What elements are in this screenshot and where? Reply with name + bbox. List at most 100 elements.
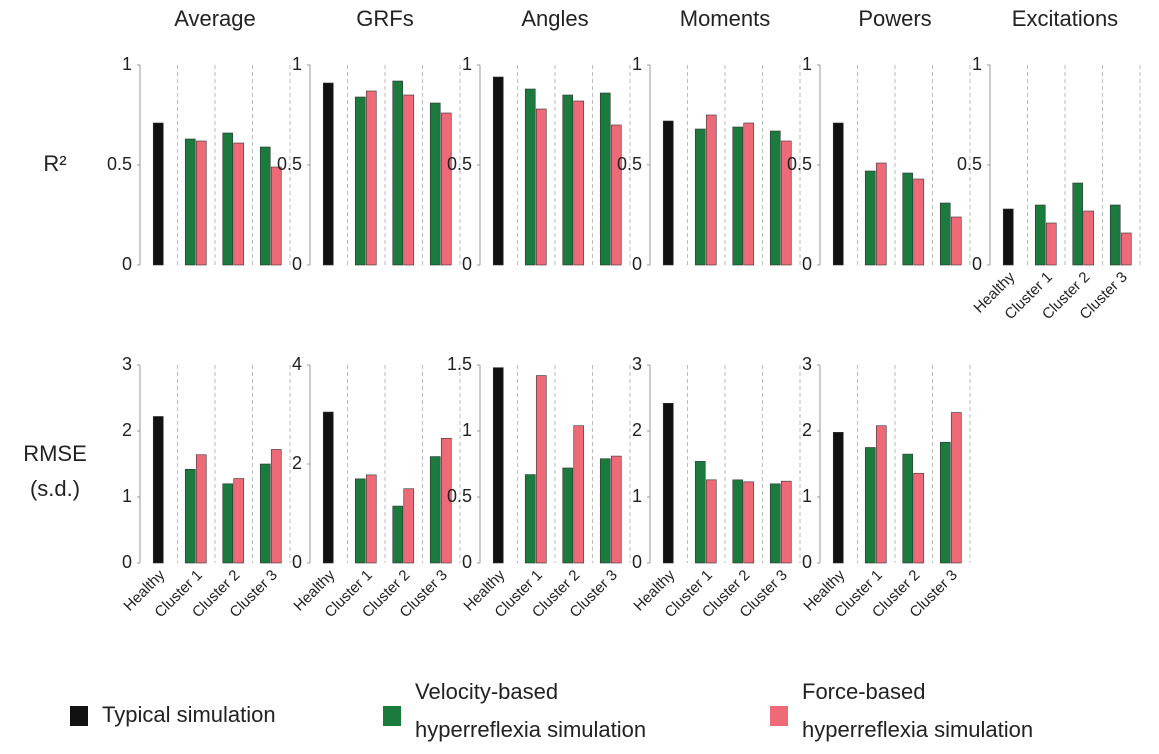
y-tick-label: 2 xyxy=(122,420,132,440)
bar xyxy=(259,463,271,564)
bar xyxy=(440,437,452,564)
row-label: RMSE xyxy=(23,441,87,466)
chart-title: GRFs xyxy=(356,6,413,31)
y-tick-label: 3 xyxy=(122,354,132,374)
chart-title: Average xyxy=(174,6,256,31)
y-tick-label: 3 xyxy=(802,354,812,374)
bar xyxy=(322,82,334,266)
bar xyxy=(403,94,415,266)
bar xyxy=(705,114,717,266)
legend-label: Force-based xyxy=(802,679,926,704)
y-tick-label: 1 xyxy=(632,54,642,74)
y-tick-label: 0 xyxy=(462,552,472,572)
bar xyxy=(354,478,366,564)
y-tick-label: 0.5 xyxy=(277,154,302,174)
y-tick-label: 1 xyxy=(462,54,472,74)
y-tick-label: 0 xyxy=(462,254,472,274)
bar xyxy=(832,432,844,564)
chart-title: Excitations xyxy=(1012,6,1118,31)
bar xyxy=(524,88,536,266)
bar xyxy=(233,142,245,266)
y-tick-label: 0.5 xyxy=(957,154,982,174)
bar xyxy=(864,447,876,564)
bar xyxy=(392,80,404,266)
y-tick-label: 0 xyxy=(802,552,812,572)
bar xyxy=(875,162,887,266)
y-tick-label: 0 xyxy=(122,552,132,572)
bar xyxy=(1109,204,1121,266)
bar xyxy=(913,178,925,266)
bar xyxy=(832,122,844,266)
bar xyxy=(233,478,245,564)
bar xyxy=(939,202,951,266)
bar xyxy=(270,449,282,564)
legend-swatch xyxy=(770,706,788,726)
bar xyxy=(1034,204,1046,266)
bar xyxy=(195,454,207,564)
chart-title: Powers xyxy=(858,6,931,31)
legend-swatch xyxy=(383,706,401,726)
y-tick-label: 0 xyxy=(292,552,302,572)
bar xyxy=(939,441,951,564)
bar xyxy=(780,480,792,564)
bar xyxy=(573,425,585,564)
y-tick-label: 0.5 xyxy=(447,486,472,506)
y-tick-label: 1 xyxy=(632,486,642,506)
bar xyxy=(902,172,914,266)
y-tick-label: 0 xyxy=(632,254,642,274)
bar xyxy=(950,216,962,266)
bar xyxy=(322,411,334,564)
y-tick-label: 1 xyxy=(972,54,982,74)
y-tick-label: 0 xyxy=(292,254,302,274)
bar xyxy=(184,138,196,266)
bar xyxy=(259,146,271,266)
bar xyxy=(694,461,706,564)
y-tick-label: 0.5 xyxy=(447,154,472,174)
bar xyxy=(562,467,574,564)
y-tick-label: 0.5 xyxy=(787,154,812,174)
bar xyxy=(152,416,164,564)
bar xyxy=(769,130,781,266)
bar xyxy=(732,126,744,266)
y-tick-label: 0.5 xyxy=(617,154,642,174)
legend-label: Typical simulation xyxy=(102,702,276,727)
bar xyxy=(610,455,622,564)
bar xyxy=(365,474,377,564)
bar xyxy=(732,479,744,564)
bar xyxy=(354,96,366,266)
bar xyxy=(184,468,196,564)
bar xyxy=(705,479,717,564)
row-label: R² xyxy=(43,151,66,176)
bar xyxy=(769,483,781,564)
chart-title: Moments xyxy=(680,6,770,31)
legend-label: Velocity-based xyxy=(415,679,558,704)
bar xyxy=(610,124,622,266)
bar xyxy=(1072,182,1084,266)
bar xyxy=(392,505,404,564)
y-tick-label: 2 xyxy=(292,453,302,473)
bar xyxy=(562,94,574,266)
bar xyxy=(864,170,876,266)
y-tick-label: 3 xyxy=(632,354,642,374)
legend-swatch xyxy=(70,706,88,726)
y-tick-label: 1 xyxy=(292,54,302,74)
bar xyxy=(222,483,234,564)
chart-title: Angles xyxy=(521,6,588,31)
bar xyxy=(270,166,282,266)
bar xyxy=(365,90,377,266)
bar xyxy=(535,108,547,266)
bar xyxy=(694,128,706,266)
y-tick-label: 0.5 xyxy=(107,154,132,174)
bar xyxy=(1083,210,1095,266)
bar xyxy=(429,456,441,564)
y-tick-label: 1 xyxy=(462,420,472,440)
bar xyxy=(573,100,585,266)
y-tick-label: 1 xyxy=(802,54,812,74)
y-tick-label: 1 xyxy=(122,486,132,506)
y-tick-label: 0 xyxy=(632,552,642,572)
y-tick-label: 0 xyxy=(122,254,132,274)
y-tick-label: 0 xyxy=(802,254,812,274)
bar xyxy=(743,122,755,266)
